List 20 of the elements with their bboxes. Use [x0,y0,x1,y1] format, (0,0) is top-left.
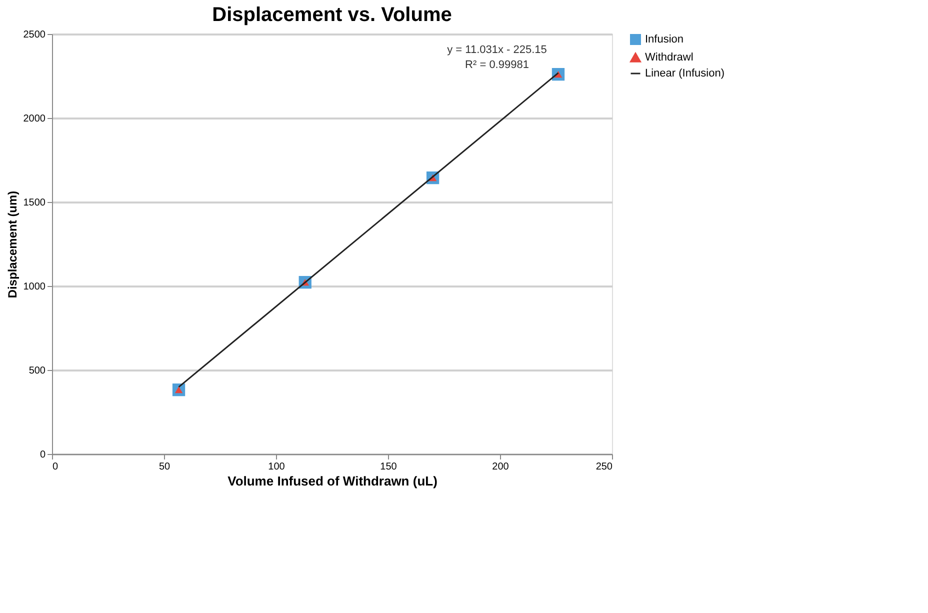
x-tick-label: 50 [158,462,170,472]
legend-label: Linear (Infusion) [645,68,724,80]
x-tick-label: 250 [596,462,613,472]
y-axis-title: Displacement (um) [5,190,20,298]
annotation: R² = 0.99981 [465,59,529,71]
x-tick-label: 200 [492,462,510,472]
y-tick-label: 1500 [23,198,46,208]
y-tick-label: 0 [40,450,46,460]
legend-label: Withdrawl [645,52,694,64]
y-tick-label: 1000 [23,282,46,292]
x-tick-label: 100 [268,462,286,472]
y-tick-label: 500 [28,366,46,376]
chart-title: Displacement vs. Volume [212,4,452,26]
annotation: y = 11.031x - 225.15 [447,44,547,56]
legend-label: Infusion [645,34,684,46]
x-tick-label: 0 [52,462,58,472]
x-tick-label: 150 [380,462,398,472]
y-tick-label: 2500 [23,30,46,40]
y-tick-label: 2000 [23,114,46,124]
x-axis-title: Volume Infused of Withdrawn (uL) [228,474,438,488]
